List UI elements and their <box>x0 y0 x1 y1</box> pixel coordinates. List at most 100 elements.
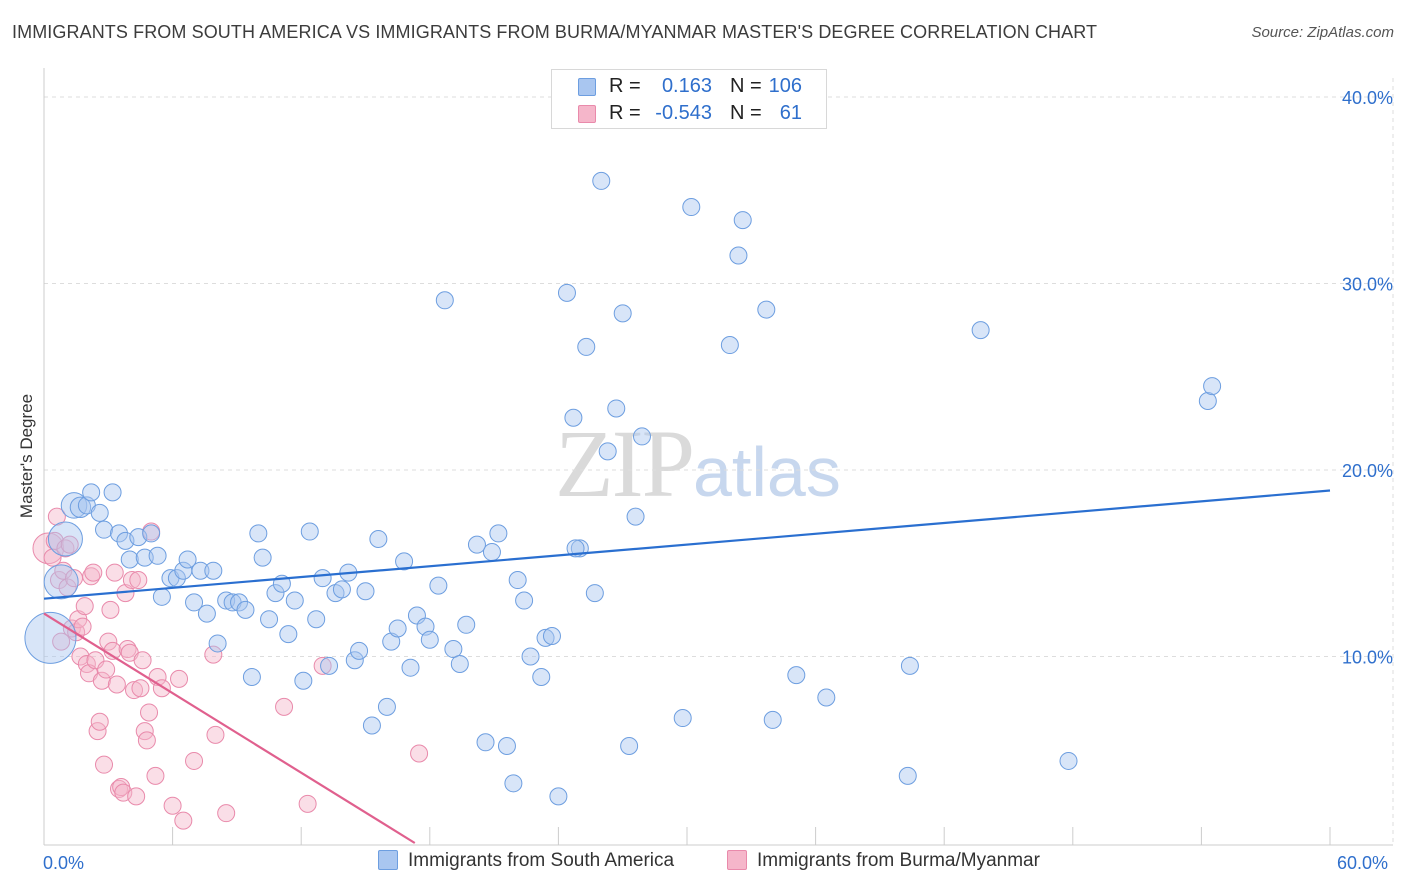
gridlines <box>44 78 1394 845</box>
data-point-south-america <box>395 552 414 571</box>
data-point-burma <box>170 669 189 688</box>
data-point-south-america <box>362 716 381 735</box>
data-point-south-america <box>532 668 551 687</box>
x-axis-min-label: 0.0% <box>43 853 85 873</box>
data-point-burma <box>125 681 144 700</box>
data-point-south-america <box>191 561 210 580</box>
legend-n-label: N = <box>730 102 762 124</box>
y-tick-labels: 10.0% 20.0% 30.0% 40.0% <box>1342 88 1393 668</box>
data-point-south-america <box>577 337 596 356</box>
legend-n-value: 106 <box>768 75 802 97</box>
data-point-south-america <box>971 321 990 340</box>
data-point-south-america <box>266 584 285 603</box>
data-point-south-america <box>345 651 364 670</box>
data-point-south-america <box>60 492 88 519</box>
series-burma-points <box>32 507 429 830</box>
data-point-south-america <box>757 300 776 319</box>
data-point-south-america <box>549 787 568 806</box>
data-point-burma <box>129 571 148 590</box>
data-point-south-america <box>1198 391 1217 410</box>
data-point-south-america <box>497 737 516 756</box>
legend-swatch-blue <box>578 78 596 96</box>
data-point-south-america <box>626 507 645 526</box>
data-point-south-america <box>47 521 83 557</box>
data-point-burma <box>75 597 94 616</box>
data-point-south-america <box>632 427 651 446</box>
data-point-south-america <box>382 632 401 651</box>
legend-r-label: R = <box>609 75 641 97</box>
data-point-south-america <box>457 615 476 634</box>
bottom-legend-label: Immigrants from South America <box>408 850 675 871</box>
data-point-south-america <box>598 442 617 461</box>
data-point-burma <box>140 703 159 722</box>
data-point-south-america <box>185 593 204 612</box>
bottom-legend-burma: Immigrants from Burma/Myanmar <box>727 850 1040 872</box>
data-point-south-america <box>817 688 836 707</box>
bottom-legend-swatch-blue <box>378 850 398 870</box>
data-point-burma <box>107 675 126 694</box>
data-point-south-america <box>585 584 604 603</box>
data-point-burma <box>101 600 120 619</box>
data-point-south-america <box>320 656 339 675</box>
legend-n-label: N = <box>730 75 762 97</box>
data-point-south-america <box>673 709 692 728</box>
data-point-south-america <box>489 524 508 543</box>
data-point-burma <box>133 651 152 670</box>
y-axis-label: Master's Degree <box>17 393 36 519</box>
y-tick-label: 40.0% <box>1342 88 1393 108</box>
source-credit: Source: ZipAtlas.com <box>1251 24 1394 41</box>
data-point-south-america <box>720 336 739 355</box>
data-point-burma <box>185 751 204 770</box>
data-point-burma <box>32 532 65 565</box>
data-point-burma <box>146 766 165 785</box>
watermark-zip: ZIP <box>555 410 695 517</box>
data-point-burma <box>298 794 317 813</box>
data-point-burma <box>127 787 146 806</box>
data-point-south-america <box>178 550 197 569</box>
data-point-burma <box>313 656 332 675</box>
data-point-south-america <box>508 571 527 590</box>
data-point-south-america <box>515 591 534 610</box>
data-point-burma <box>163 796 182 815</box>
data-point-south-america <box>260 610 279 629</box>
data-point-burma <box>95 755 114 774</box>
chart-title: IMMIGRANTS FROM SOUTH AMERICA VS IMMIGRA… <box>12 22 1098 42</box>
data-point-south-america <box>420 630 439 649</box>
data-point-burma <box>204 645 223 664</box>
data-point-burma <box>71 647 90 666</box>
data-point-burma <box>174 811 193 830</box>
data-point-south-america <box>1059 751 1078 770</box>
data-point-south-america <box>120 550 139 569</box>
data-point-south-america <box>95 520 114 539</box>
data-point-south-america <box>253 548 272 567</box>
legend-row-burma: R = -0.543 N = 61 <box>552 101 826 127</box>
data-point-south-america <box>332 580 351 599</box>
data-point-south-america <box>401 658 420 677</box>
data-point-south-america <box>467 535 486 554</box>
data-point-burma <box>52 632 71 651</box>
legend-r-label: R = <box>609 102 641 124</box>
data-point-south-america <box>43 564 79 600</box>
data-point-south-america <box>300 522 319 541</box>
trend-lines <box>43 489 1331 844</box>
series-south-america-points <box>24 171 1222 806</box>
data-point-south-america <box>307 610 326 629</box>
data-point-south-america <box>230 593 249 612</box>
watermark: ZIPatlas <box>555 408 841 519</box>
watermark-atlas: atlas <box>693 433 841 511</box>
y-tick-label: 30.0% <box>1342 275 1393 295</box>
data-point-south-america <box>204 561 223 580</box>
data-point-south-america <box>90 503 109 522</box>
data-point-south-america <box>476 733 495 752</box>
y-tick-label: 10.0% <box>1342 648 1393 668</box>
data-point-burma <box>99 632 118 651</box>
data-point-south-america <box>592 171 611 190</box>
data-point-south-america <box>24 611 77 664</box>
data-point-south-america <box>369 530 388 549</box>
data-point-south-america <box>197 604 216 623</box>
data-point-south-america <box>763 710 782 729</box>
data-point-burma <box>90 712 109 731</box>
trend-line-south-america <box>43 489 1331 600</box>
data-point-south-america <box>279 625 298 644</box>
